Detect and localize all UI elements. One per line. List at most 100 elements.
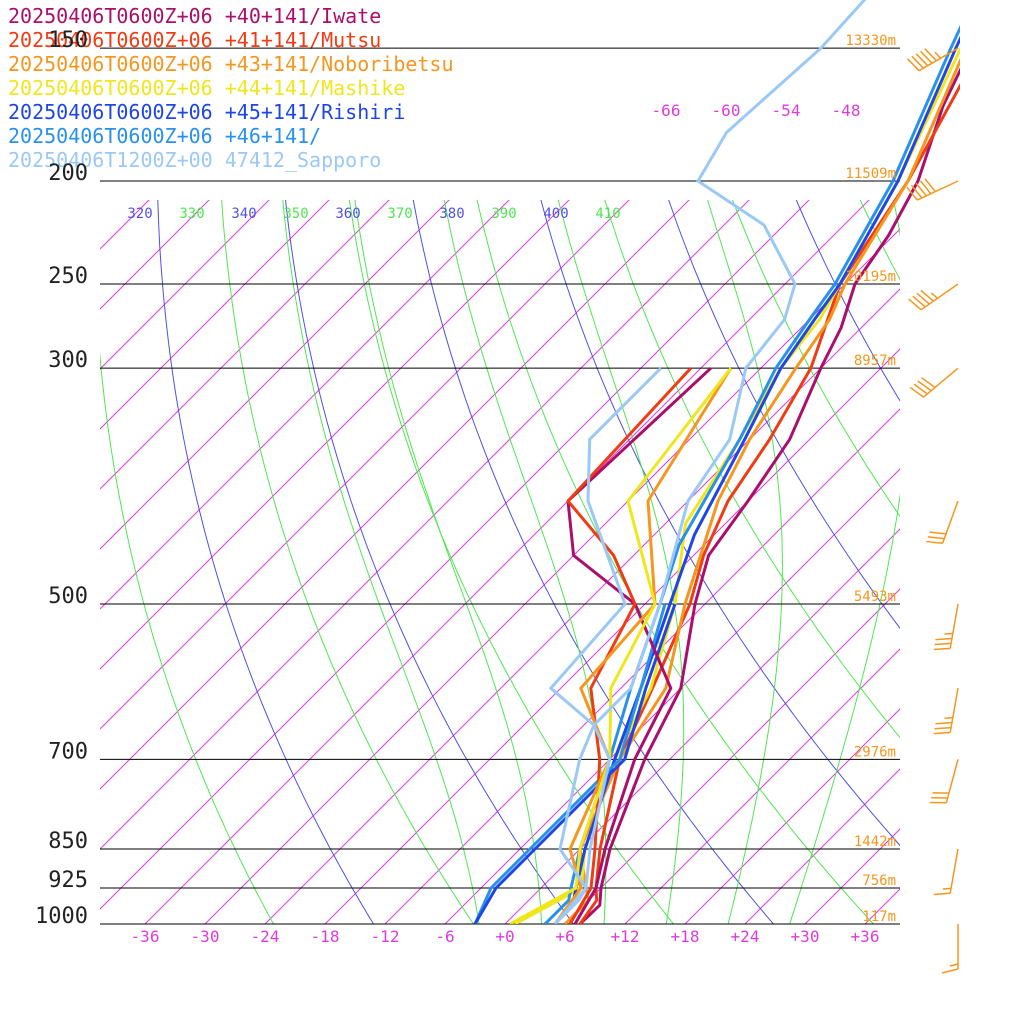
legend-entry: 20250406T1200Z+00 47412_Sapporo — [8, 148, 382, 172]
wind-barb — [926, 500, 959, 545]
height-label: 117m — [862, 909, 896, 925]
pressure-label: 1000 — [35, 904, 88, 929]
wind-barbs — [906, 47, 959, 974]
height-label: 1442m — [854, 834, 896, 850]
legend: 20250406T0600Z+06 +40+141/Iwate 20250406T… — [8, 4, 648, 172]
moist-adiabat-line — [557, 200, 685, 924]
moist-adiabat-line — [443, 200, 607, 924]
dry-adiabat-lines — [100, 0, 1024, 947]
isotherm-line — [100, 200, 390, 490]
isotherm-line — [0, 0, 297, 947]
theta-label: 320 — [127, 206, 152, 222]
adiabat-line — [1010, 0, 1024, 947]
sounding-line — [566, 367, 692, 924]
legend-entry: 20250406T0600Z+06 +46+141/ — [8, 124, 322, 148]
isotherm-line — [204, 228, 900, 924]
isotherm-line — [0, 0, 237, 947]
adiabat-line — [285, 200, 575, 924]
adiabat-line — [795, 200, 900, 402]
wind-barb — [906, 178, 959, 201]
adiabat-line — [221, 200, 475, 924]
sounding-line — [509, 367, 732, 924]
isotherm-line — [144, 200, 870, 924]
sounding-line — [543, 24, 960, 924]
isotherm-line — [0, 0, 357, 947]
sounding-line — [473, 603, 667, 924]
isotherm-line — [100, 200, 330, 430]
wind-barb — [909, 367, 959, 398]
legend-entry: 20250406T0600Z+06 +44+141/Mashike — [8, 76, 406, 100]
pressure-label: 500 — [48, 584, 88, 609]
isotherm-line — [100, 200, 570, 670]
temperature-tick-label: -30 — [191, 927, 220, 946]
legend-entry: 20250406T0600Z+06 +45+141/Rishiri — [8, 100, 406, 124]
temperature-tick-label: -36 — [131, 927, 160, 946]
isotherm-label: -60 — [712, 101, 741, 120]
temperature-tick-label: +36 — [851, 927, 880, 946]
isotherm-line — [100, 200, 690, 790]
isotherm-label: -54 — [772, 101, 801, 120]
adiabat-line — [540, 200, 900, 847]
wind-barb — [941, 924, 959, 974]
isotherm-line — [100, 200, 270, 370]
moist-adiabat-line — [354, 200, 543, 924]
isotherm-line — [0, 0, 417, 947]
theta-label: 360 — [335, 206, 360, 222]
theta-label: 350 — [283, 206, 308, 222]
adiabat-line — [959, 0, 1024, 947]
adiabat-line — [855, 0, 1024, 947]
isotherm-line — [100, 200, 210, 310]
theta-label: 380 — [439, 206, 464, 222]
sounding-line — [553, 35, 960, 924]
isotherm-line — [384, 408, 900, 924]
sounding-line — [566, 367, 712, 924]
isotherm-line — [264, 288, 900, 924]
temperature-tick-label: -18 — [311, 927, 340, 946]
isotherm-line — [504, 528, 900, 924]
height-label: 5493m — [854, 589, 896, 605]
legend-entry: 20250406T0600Z+06 +40+141/Iwate — [8, 4, 382, 28]
adiabat-line — [604, 200, 900, 739]
adiabat-line — [859, 200, 900, 281]
pressure-label: 850 — [48, 829, 88, 854]
pressure-label: 700 — [48, 739, 88, 764]
temperature-tick-label: -12 — [371, 927, 400, 946]
axis-labels: 10015883m15013330m20011509m25010195m3008… — [35, 28, 896, 946]
adiabat-line — [348, 200, 675, 924]
adiabat-line — [668, 200, 900, 630]
moist-adiabat-line — [789, 200, 900, 924]
theta-label: 370 — [387, 206, 412, 222]
isotherm-line — [902, 0, 1024, 947]
isobar-lines — [100, 47, 900, 925]
legend-entry: 20250406T0600Z+06 +43+141/Noboribetsu — [8, 52, 454, 76]
isotherm-line — [100, 200, 510, 610]
theta-label: 340 — [231, 206, 256, 222]
height-label: 11509m — [845, 166, 896, 182]
adiabat-line — [732, 200, 900, 518]
height-label: 8957m — [854, 353, 896, 369]
height-label: 10195m — [845, 269, 896, 285]
isotherm-line — [100, 200, 150, 250]
wind-barb — [933, 848, 959, 896]
pressure-label: 250 — [48, 264, 88, 289]
temperature-tick-label: +24 — [731, 927, 760, 946]
pressure-label: 925 — [48, 868, 88, 893]
isotherm-line — [864, 888, 900, 924]
sounding-line — [553, 0, 867, 924]
isotherm-line — [100, 200, 810, 910]
sounding-line — [549, 367, 662, 924]
adiabat-line — [476, 200, 875, 924]
isotherm-label: -48 — [832, 101, 861, 120]
isotherm-line — [100, 200, 450, 550]
temperature-tick-label: +30 — [791, 927, 820, 946]
isotherm-line — [804, 828, 900, 924]
sounding-line — [578, 67, 960, 924]
moist-adiabat-line — [282, 200, 480, 924]
theta-label: 400 — [543, 206, 568, 222]
isotherm-line — [0, 0, 477, 947]
temperature-tick-label: +6 — [555, 927, 574, 946]
moist-adiabat-line — [707, 200, 783, 924]
sounding-line — [578, 83, 960, 924]
sounding-line — [473, 603, 677, 924]
